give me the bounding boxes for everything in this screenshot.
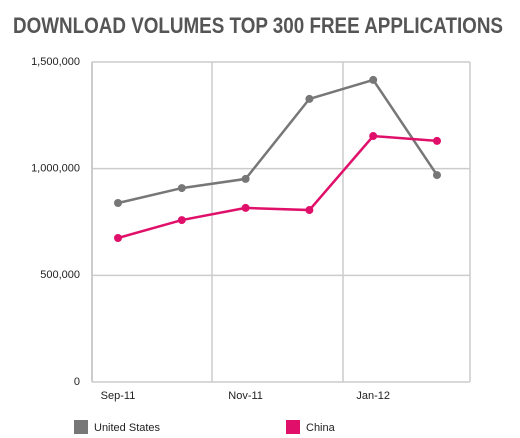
series-line xyxy=(117,134,438,240)
data-point xyxy=(177,216,186,225)
data-point xyxy=(241,203,250,212)
y-tick-label: 1,500,000 xyxy=(31,56,80,68)
data-point xyxy=(114,199,122,208)
data-point xyxy=(305,206,314,215)
x-tick-label: Nov-11 xyxy=(228,390,263,402)
data-point xyxy=(433,171,441,180)
y-tick-label: 500,000 xyxy=(40,269,80,281)
data-point xyxy=(114,234,122,242)
legend-swatch xyxy=(74,420,88,434)
legend-swatch xyxy=(286,420,300,434)
legend-label: United States xyxy=(94,422,161,434)
chart-title: DOWNLOAD VOLUMES TOP 300 FREE APPLICATIO… xyxy=(13,13,503,38)
data-point xyxy=(305,94,314,103)
y-tick-label: 0 xyxy=(74,376,80,388)
x-tick-label: Jan-12 xyxy=(356,390,390,402)
y-tick-label: 1,000,000 xyxy=(31,163,80,175)
data-point xyxy=(241,174,250,183)
data-point xyxy=(177,184,186,193)
data-point xyxy=(433,136,441,145)
legend-label: China xyxy=(306,422,336,434)
x-tick-label: Sep-11 xyxy=(101,390,136,402)
data-point xyxy=(369,75,378,84)
series-line xyxy=(117,78,439,205)
data-point xyxy=(369,132,378,141)
